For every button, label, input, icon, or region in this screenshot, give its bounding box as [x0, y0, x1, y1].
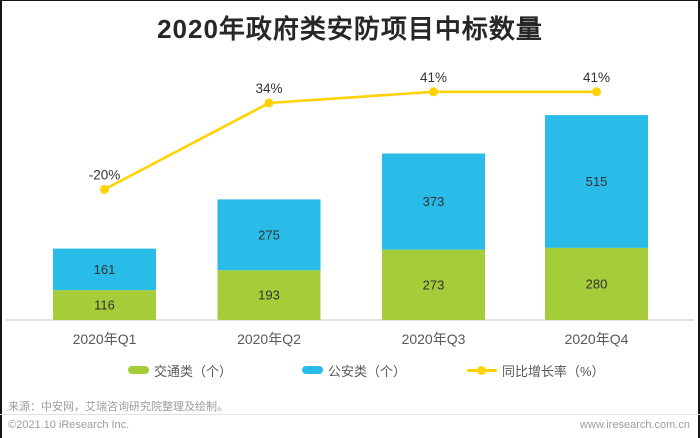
legend-dot-icon	[477, 365, 486, 375]
legend-swatch-traffic	[128, 366, 149, 374]
bar-segment-police-2	[217, 199, 321, 271]
bar-value-traffic-2: 193	[258, 288, 280, 303]
legend-label-growth: 同比增长率（%）	[502, 363, 605, 379]
chart-title: 2020年政府类安防项目中标数量	[157, 14, 543, 44]
growth-point-4	[592, 87, 601, 97]
growth-line	[103, 90, 597, 191]
footer-divider	[0, 414, 700, 415]
bar-segment-traffic-4	[545, 247, 648, 320]
bar-value-police-1: 161	[94, 262, 116, 277]
growth-point-2	[264, 98, 274, 108]
bar-segment-traffic-3	[382, 249, 485, 320]
growth-value-label-4: 41%	[583, 70, 610, 85]
bar-segment-traffic-2	[217, 270, 321, 320]
x-tick-label-1: 2020年Q1	[73, 331, 137, 347]
bar-value-police-3: 373	[423, 194, 445, 209]
legend: 交通类（个） 公安类（个） 同比增长率（%）	[0, 361, 700, 379]
right-edge-border	[698, 0, 700, 438]
left-edge-border	[0, 0, 2, 438]
footer-source-note: 来源：中安网，艾瑞咨询研究院整理及绘制。	[8, 401, 228, 413]
legend-item-police: 公安类（个）	[302, 361, 406, 379]
x-tick-label-3: 2020年Q3	[402, 331, 466, 347]
bar-segment-traffic-1	[53, 290, 156, 320]
growth-value-label-1: -20%	[89, 167, 121, 182]
bar-value-police-4: 515	[586, 174, 608, 189]
bar-value-traffic-4: 280	[586, 276, 608, 291]
bar-segment-police-1	[53, 248, 156, 291]
stacked-bar-line-chart: 116 161 2020年Q1 193 275 2020年Q2 273 373 2020年Q3 2…	[6, 70, 694, 347]
bar-segment-police-3	[382, 153, 485, 250]
footer-website-url: www.iresearch.com.cn	[579, 419, 690, 431]
footer-copyright: ©2021.10 iResearch Inc.	[8, 419, 130, 431]
legend-item-traffic: 交通类（个）	[128, 361, 232, 379]
top-edge-border	[0, 0, 700, 1]
bar-value-traffic-1: 116	[94, 298, 115, 313]
x-tick-label-4: 2020年Q4	[565, 331, 629, 347]
growth-value-label-2: 34%	[255, 81, 282, 96]
legend-item-growth: 同比增长率（%）	[467, 361, 605, 379]
legend-label-police: 公安类（个）	[328, 363, 407, 379]
x-tick-label-2: 2020年Q2	[237, 331, 301, 347]
legend-swatch-police	[302, 366, 323, 374]
legend-line-growth	[467, 365, 497, 375]
growth-value-label-3: 41%	[420, 70, 447, 85]
growth-point-3	[429, 87, 438, 97]
bar-segment-police-4	[545, 115, 648, 248]
bar-value-police-2: 275	[258, 227, 280, 242]
growth-point-1	[100, 184, 109, 194]
legend-label-traffic: 交通类（个）	[154, 363, 233, 379]
bar-value-traffic-3: 273	[423, 277, 445, 292]
